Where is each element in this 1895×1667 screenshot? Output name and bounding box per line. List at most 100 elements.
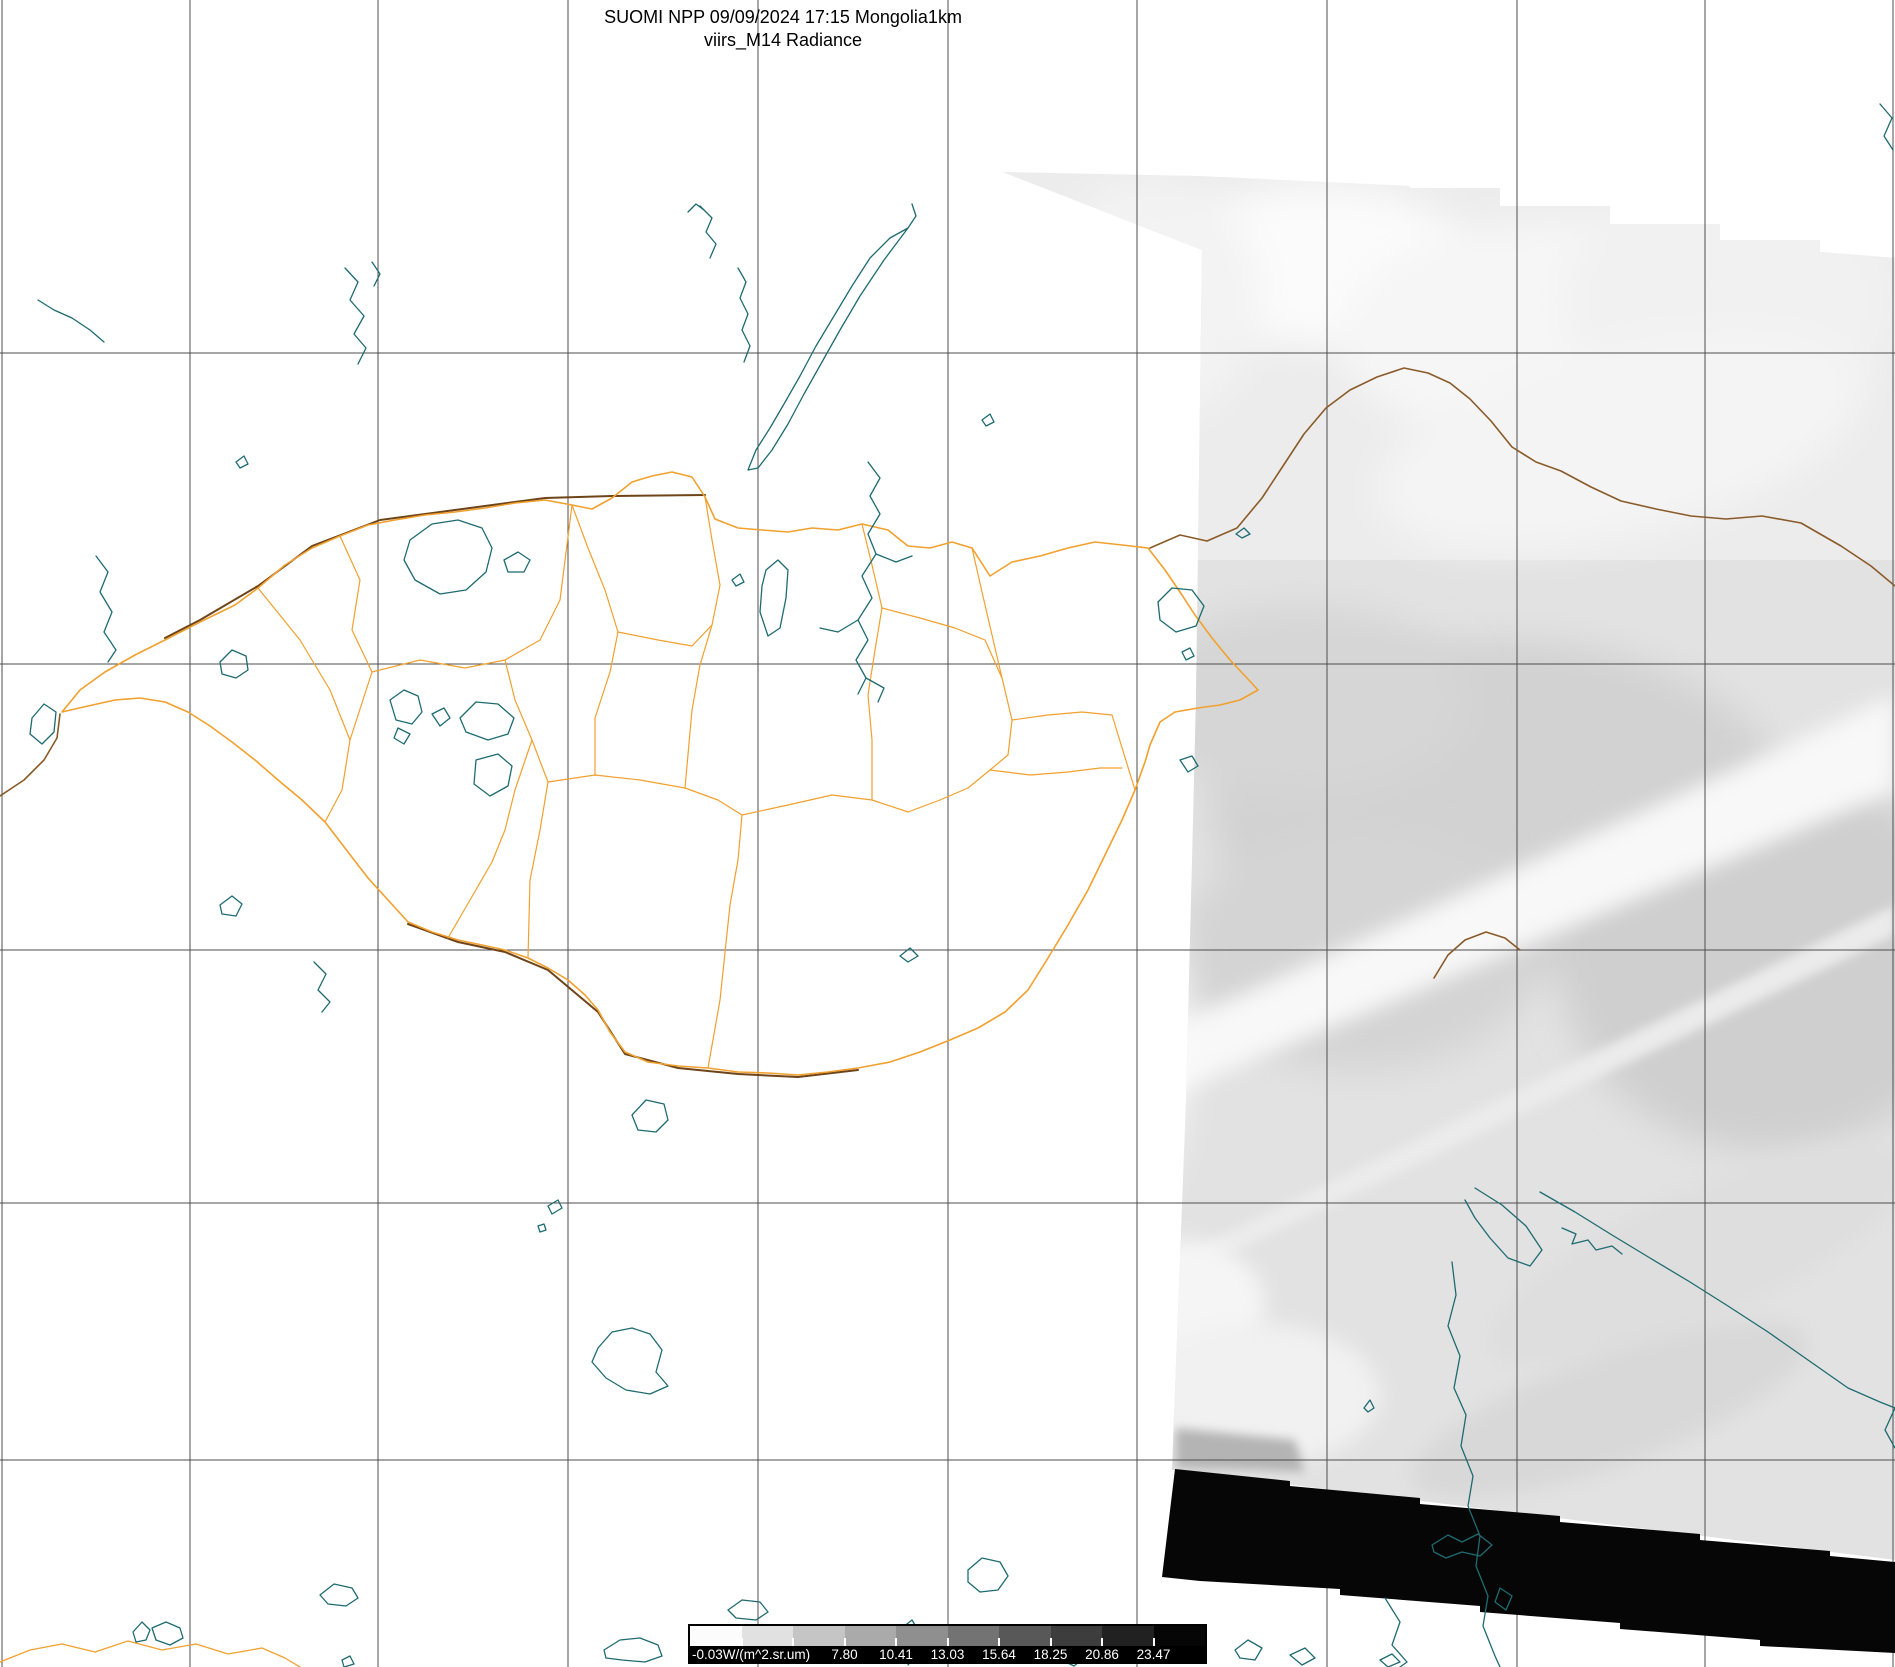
small-lake: [393, 727, 411, 745]
islands: [1379, 1653, 1401, 1667]
selenga-branch: [865, 677, 885, 703]
small-lake: [727, 1599, 769, 1621]
no-data-black-band: [1162, 1469, 1895, 1653]
lake-khovsgol: [759, 559, 789, 637]
islands-on-band: [1431, 1533, 1493, 1559]
bohai-coast: [1384, 1597, 1408, 1667]
colorbar-tick-label: 13.03: [930, 1647, 965, 1662]
dark-edge-patch: [1175, 1428, 1305, 1472]
cloud-blob: [1003, 860, 1185, 1240]
lake-buir: [1179, 755, 1199, 773]
colorbar-tick: [1101, 1638, 1103, 1646]
colorbar-tick: [895, 1638, 897, 1646]
colorbar-tick: [946, 1638, 949, 1646]
colorbar-tick: [1152, 1638, 1155, 1646]
colorbar-gray-step: [844, 1626, 896, 1646]
lake-hulun: [1157, 587, 1205, 633]
bottom-left-orange-border: [0, 1640, 301, 1667]
ussuri-border: [1433, 931, 1521, 979]
product-title-line1: SUOMI NPP 09/09/2024 17:15 Mongolia1km: [604, 7, 962, 27]
radiance-colorbar: -0.03W/(m^2.sr.um) 7.80 10.41 13.03 15.64 18.…: [688, 1624, 1207, 1664]
river-right-edge: [1879, 103, 1894, 151]
small-lake: [899, 947, 919, 963]
lake-orog: [631, 1099, 669, 1133]
small-lake: [537, 1223, 547, 1233]
small-lake: [547, 1199, 563, 1215]
small-lake: [219, 649, 249, 679]
islands: [1234, 1639, 1263, 1661]
baikal-north-tail: [907, 203, 917, 229]
small-lake: [603, 1637, 663, 1663]
cloud-blob: [1376, 329, 1864, 551]
amur-russia-china-border: [1149, 367, 1895, 587]
small-lake: [1235, 527, 1251, 539]
colorbar-gray-step: [1153, 1626, 1205, 1646]
river-squiggle: [37, 299, 105, 343]
colorbar-tick-label: 18.25: [1033, 1647, 1068, 1662]
small-lake: [319, 1583, 359, 1607]
north-border-shadow: [164, 494, 706, 639]
colorbar-tick: [740, 1638, 743, 1646]
small-lake: [431, 707, 451, 727]
selenga-river: [855, 461, 881, 695]
west-border: [0, 713, 61, 797]
mongolia-national-border: [61, 471, 1259, 1076]
liaodong-peninsula: [1464, 1187, 1543, 1267]
coast-islands: [1561, 1227, 1623, 1255]
yenisei-river: [344, 267, 367, 365]
small-lake: [132, 1621, 151, 1643]
coast-right-edge: [1884, 1407, 1895, 1449]
river-squiggle: [371, 261, 381, 287]
dark-cloud-patch: [1130, 605, 1470, 795]
small-lake: [731, 573, 745, 587]
colorbar-tick: [792, 1638, 794, 1646]
colorbar-tick-label: 15.64: [982, 1647, 1016, 1662]
colorbar-gray-step: [1102, 1626, 1154, 1646]
title-block: SUOMI NPP 09/09/2024 17:15 Mongolia1km v…: [383, 6, 1183, 52]
lake-baikal: [747, 227, 909, 471]
small-lake: [981, 413, 995, 427]
colorbar-unit-label: -0.03W/(m^2.sr.um): [692, 1647, 811, 1662]
colorbar-gray-step: [999, 1626, 1051, 1646]
colorbar-gray-step: [741, 1626, 793, 1646]
small-lake: [1363, 1399, 1375, 1413]
colorbar-gray-step: [947, 1626, 999, 1646]
lake-khar-us: [389, 689, 423, 725]
colorbar-tick: [843, 1638, 846, 1646]
small-lake: [341, 1655, 355, 1667]
small-lake: [967, 1557, 1009, 1593]
angara-river: [699, 205, 717, 259]
colorbar-tick: [1049, 1638, 1052, 1646]
colorbar-gray-step: [896, 1626, 948, 1646]
small-lake: [235, 455, 249, 469]
small-lake: [219, 895, 243, 917]
colorbar-tick-label: 23.47: [1136, 1647, 1171, 1662]
primorye-coast: [1539, 1191, 1895, 1409]
selenga-branch: [819, 619, 859, 633]
colorbar-tick: [998, 1638, 1000, 1646]
cloud-blob: [1003, 1110, 1115, 1360]
river-squiggle: [737, 267, 751, 363]
mongolia-borders: [0, 471, 1259, 1667]
satellite-swath-imagery: [1003, 172, 1895, 1560]
small-lake: [503, 551, 531, 573]
cloud-streak: [1488, 1144, 1895, 1366]
diagonal-cloud-band: [1003, 695, 1895, 1175]
lake-airag: [473, 753, 513, 797]
colorbar-gradient-strip: [690, 1626, 1205, 1646]
colorbar-gray-step: [793, 1626, 845, 1646]
colorbar-tick-label: 20.86: [1085, 1647, 1119, 1662]
small-lake: [29, 703, 57, 745]
colorbar-tick-label: 10.41: [879, 1647, 913, 1662]
selenga-branch: [875, 553, 913, 563]
islands: [1289, 1647, 1316, 1666]
colorbar-gray-step: [690, 1626, 742, 1646]
lake-khyargas: [459, 701, 515, 741]
south-border-shadow: [407, 923, 859, 1078]
brown-borders: [0, 367, 1895, 979]
border-shadows: [164, 494, 859, 1078]
river-squiggle: [687, 203, 705, 213]
small-lake: [1181, 647, 1195, 661]
